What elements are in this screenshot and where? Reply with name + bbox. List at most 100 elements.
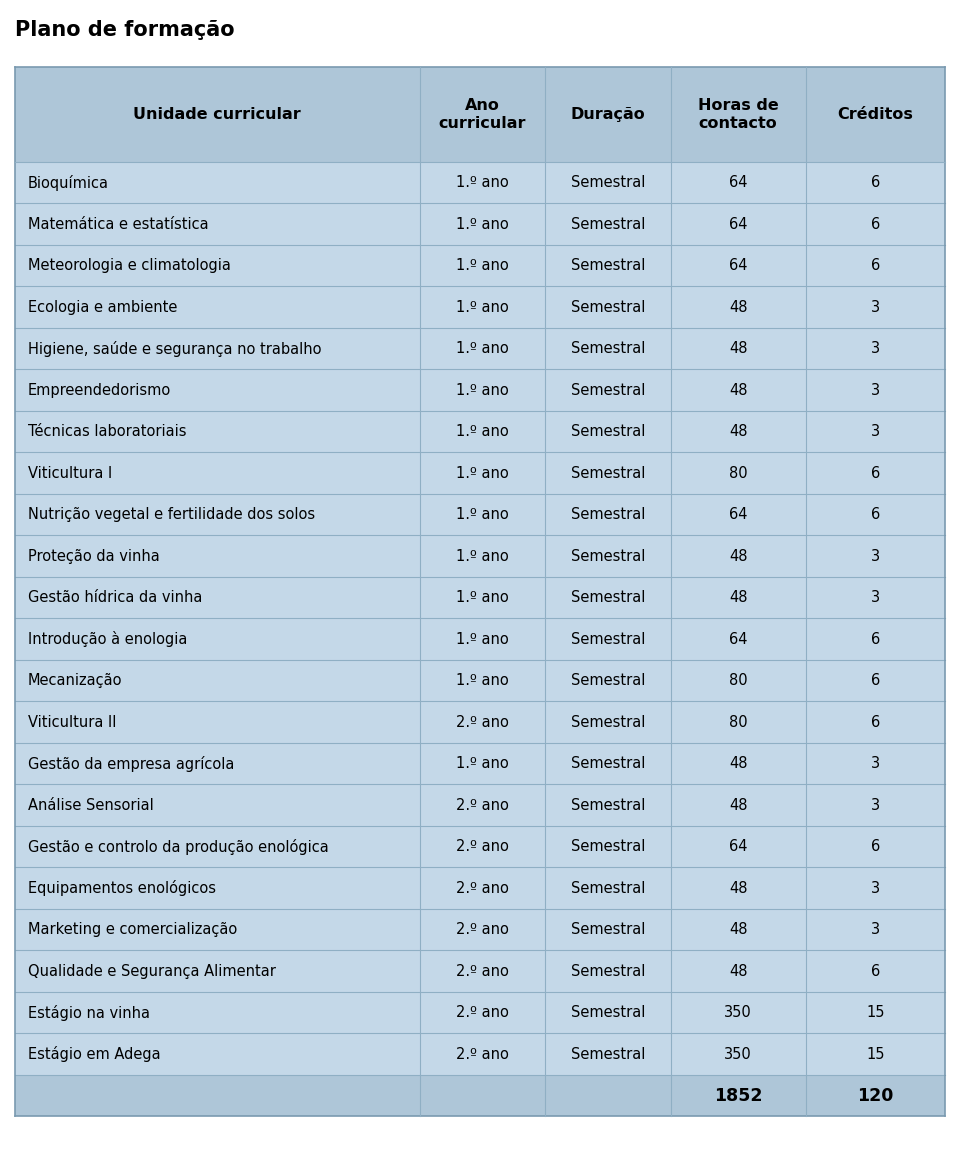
Text: 2.º ano: 2.º ano: [456, 922, 509, 937]
Text: Semestral: Semestral: [570, 1005, 645, 1020]
Text: Gestão da empresa agrícola: Gestão da empresa agrícola: [28, 755, 234, 772]
Text: 48: 48: [729, 341, 747, 356]
Text: 1.º ano: 1.º ano: [456, 424, 509, 439]
Text: 2.º ano: 2.º ano: [456, 798, 509, 813]
Text: 1852: 1852: [714, 1087, 762, 1104]
Text: Plano de formação: Plano de formação: [15, 20, 234, 40]
Text: 64: 64: [729, 507, 747, 522]
Text: 48: 48: [729, 424, 747, 439]
Text: 1.º ano: 1.º ano: [456, 300, 509, 315]
Text: 15: 15: [866, 1005, 884, 1020]
Bar: [15, 453, 945, 494]
Text: Unidade curricular: Unidade curricular: [133, 107, 301, 122]
Text: Bioquímica: Bioquímica: [28, 174, 109, 191]
Text: 64: 64: [729, 840, 747, 855]
Text: 1.º ano: 1.º ano: [456, 217, 509, 232]
Text: 1.º ano: 1.º ano: [456, 549, 509, 564]
Bar: [15, 370, 945, 411]
Text: Semestral: Semestral: [570, 715, 645, 730]
Text: 48: 48: [729, 590, 747, 605]
Text: Introdução à enologia: Introdução à enologia: [28, 632, 187, 647]
Text: Semestral: Semestral: [570, 673, 645, 688]
Text: 1.º ano: 1.º ano: [456, 757, 509, 772]
Bar: [15, 826, 945, 867]
Text: Semestral: Semestral: [570, 840, 645, 855]
Text: 1.º ano: 1.º ano: [456, 507, 509, 522]
Bar: [15, 867, 945, 909]
Text: Semestral: Semestral: [570, 424, 645, 439]
Text: 350: 350: [724, 1005, 752, 1020]
Text: Semestral: Semestral: [570, 757, 645, 772]
Text: Gestão e controlo da produção enológica: Gestão e controlo da produção enológica: [28, 839, 328, 855]
Text: 1.º ano: 1.º ano: [456, 259, 509, 274]
Text: 1.º ano: 1.º ano: [456, 176, 509, 191]
Text: Duração: Duração: [570, 107, 645, 122]
Bar: [15, 784, 945, 826]
Text: Viticultura II: Viticultura II: [28, 715, 116, 730]
Text: Créditos: Créditos: [837, 107, 913, 122]
Text: 2.º ano: 2.º ano: [456, 840, 509, 855]
Text: 48: 48: [729, 549, 747, 564]
Text: 80: 80: [729, 465, 748, 480]
Text: 48: 48: [729, 300, 747, 315]
Bar: [15, 245, 945, 286]
Text: 6: 6: [871, 465, 880, 480]
Text: 3: 3: [871, 590, 879, 605]
Text: 2.º ano: 2.º ano: [456, 1005, 509, 1020]
Text: Equipamentos enológicos: Equipamentos enológicos: [28, 880, 216, 896]
Bar: [15, 1034, 945, 1075]
Text: Proteção da vinha: Proteção da vinha: [28, 549, 159, 564]
Text: Semestral: Semestral: [570, 632, 645, 647]
Text: Marketing e comercialização: Marketing e comercialização: [28, 922, 237, 937]
Bar: [15, 1075, 945, 1117]
Text: Semestral: Semestral: [570, 590, 645, 605]
Text: Semestral: Semestral: [570, 881, 645, 896]
Text: 48: 48: [729, 382, 747, 397]
Bar: [15, 701, 945, 743]
Text: 1.º ano: 1.º ano: [456, 465, 509, 480]
Text: Semestral: Semestral: [570, 465, 645, 480]
Text: Semestral: Semestral: [570, 1046, 645, 1061]
Text: Semestral: Semestral: [570, 382, 645, 397]
Bar: [15, 67, 945, 162]
Text: 3: 3: [871, 300, 879, 315]
Bar: [15, 536, 945, 578]
Text: Meteorologia e climatologia: Meteorologia e climatologia: [28, 259, 230, 274]
Text: Estágio na vinha: Estágio na vinha: [28, 1005, 150, 1021]
Text: 6: 6: [871, 963, 880, 978]
Text: 1.º ano: 1.º ano: [456, 382, 509, 397]
Text: 48: 48: [729, 922, 747, 937]
Text: 15: 15: [866, 1046, 884, 1061]
Text: 3: 3: [871, 881, 879, 896]
Text: Semestral: Semestral: [570, 549, 645, 564]
Bar: [15, 951, 945, 992]
Text: 6: 6: [871, 259, 880, 274]
Text: 6: 6: [871, 715, 880, 730]
Text: 2.º ano: 2.º ano: [456, 1046, 509, 1061]
Text: 2.º ano: 2.º ano: [456, 715, 509, 730]
Text: 64: 64: [729, 632, 747, 647]
Text: 2.º ano: 2.º ano: [456, 881, 509, 896]
Text: Semestral: Semestral: [570, 341, 645, 356]
Text: Semestral: Semestral: [570, 507, 645, 522]
Text: 6: 6: [871, 673, 880, 688]
Text: 64: 64: [729, 217, 747, 232]
Text: 64: 64: [729, 259, 747, 274]
Text: Semestral: Semestral: [570, 217, 645, 232]
Bar: [15, 578, 945, 618]
Bar: [15, 162, 945, 203]
Text: 350: 350: [724, 1046, 752, 1061]
Text: Ecologia e ambiente: Ecologia e ambiente: [28, 300, 178, 315]
Bar: [15, 992, 945, 1034]
Text: 1.º ano: 1.º ano: [456, 632, 509, 647]
Text: 3: 3: [871, 424, 879, 439]
Text: Semestral: Semestral: [570, 798, 645, 813]
Text: 120: 120: [857, 1087, 894, 1104]
Text: 3: 3: [871, 922, 879, 937]
Text: Gestão hídrica da vinha: Gestão hídrica da vinha: [28, 590, 203, 605]
Text: 48: 48: [729, 963, 747, 978]
Text: 48: 48: [729, 798, 747, 813]
Bar: [15, 328, 945, 370]
Text: Qualidade e Segurança Alimentar: Qualidade e Segurança Alimentar: [28, 963, 276, 978]
Bar: [15, 411, 945, 453]
